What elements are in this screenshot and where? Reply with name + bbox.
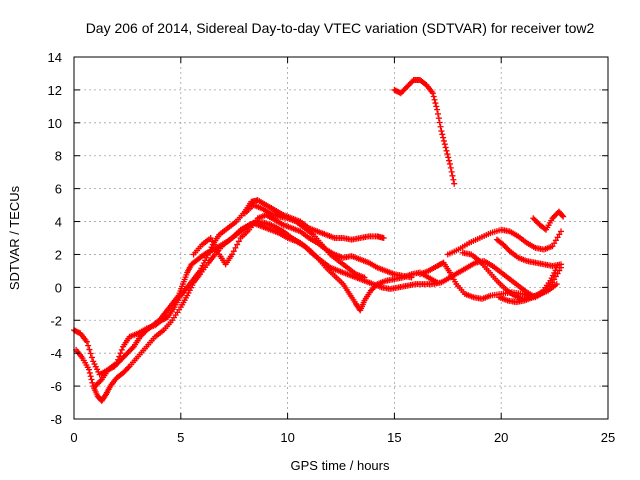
data-point [445,154,452,161]
data-point [558,261,565,268]
data-point [86,369,93,376]
x-tick-label: 0 [70,430,77,445]
data-point [234,241,241,248]
data-point [553,264,560,271]
data-point [232,244,239,251]
data-point [446,157,453,164]
data-point [361,274,368,281]
data-point [209,238,216,245]
data-point [87,350,94,357]
data-point [380,235,387,241]
data-point [87,373,94,380]
x-tick-label: 10 [280,430,294,445]
data-point [431,96,438,103]
data-point [440,134,447,141]
axis-ticks: 0 5 10 15 20 25 -8 -6 -4 -2 0 2 4 6 8 10 12 14 [48,50,616,445]
data-point [429,90,436,97]
data-point [129,344,136,351]
series-trace-f [391,77,458,187]
data-point [442,144,449,151]
data-point [430,93,437,100]
x-tick-label: 20 [494,430,508,445]
series-trace-k [530,208,567,233]
x-tick-label: 5 [177,430,184,445]
data-point [439,131,446,138]
data-point [435,115,442,122]
data-point [560,213,567,220]
data-point [438,128,445,135]
data-point [212,244,219,251]
series-trace-e [241,202,368,281]
y-tick-label: 10 [48,116,62,131]
data-point [434,106,441,113]
data-point [558,228,565,235]
series-trace-h [444,226,565,258]
data-point [118,346,125,353]
x-axis-label: GPS time / hours [291,458,390,473]
data-point [125,364,132,371]
series-trace-l [496,264,560,306]
data-point [451,180,458,187]
series-trace-j [493,236,565,269]
y-tick-label: -2 [50,313,62,328]
chart-title: Day 206 of 2014, Sidereal Day-to-day VTE… [86,20,595,36]
data-point [214,248,221,255]
data-point [408,274,415,281]
y-tick-label: -6 [50,379,62,394]
data-point [207,235,214,241]
y-tick-label: 6 [55,182,62,197]
data-point [446,160,453,167]
data-point [230,248,237,255]
data-point [235,238,242,245]
data-point [85,366,92,373]
data-point [440,137,447,144]
y-tick-label: 0 [55,280,62,295]
data-point [432,100,439,107]
data-point [97,377,104,384]
data-point [89,379,96,386]
x-tick-label: 25 [601,430,615,445]
data-point [437,123,444,130]
data-point [86,346,93,353]
data-point [211,241,218,248]
data-point [117,350,124,357]
y-tick-label: 2 [55,247,62,262]
data-point [88,354,95,361]
data-point [444,151,451,158]
data-point [448,168,455,175]
data-point [449,172,456,179]
series-trace-d [190,211,415,281]
data-marks [71,77,567,404]
y-tick-label: -4 [50,346,62,361]
y-tick-label: 12 [48,83,62,98]
data-point [553,281,560,288]
data-point [447,164,454,171]
y-tick-label: -8 [50,412,62,427]
y-axis-label: SDTVAR / TECUs [7,185,22,290]
data-point [88,376,95,383]
data-point [83,338,90,345]
y-tick-label: 14 [48,50,62,65]
data-point [433,103,440,110]
data-point [229,251,236,258]
data-point [85,342,92,349]
y-tick-label: 4 [55,215,62,230]
plot-frame [73,56,609,420]
data-point [441,141,448,148]
x-tick-label: 15 [387,430,401,445]
data-point [434,110,441,117]
data-point [436,119,443,126]
data-point [450,176,457,183]
y-tick-label: 8 [55,149,62,164]
series-trace-g [417,259,537,302]
data-point [559,212,566,219]
data-point [443,147,450,154]
